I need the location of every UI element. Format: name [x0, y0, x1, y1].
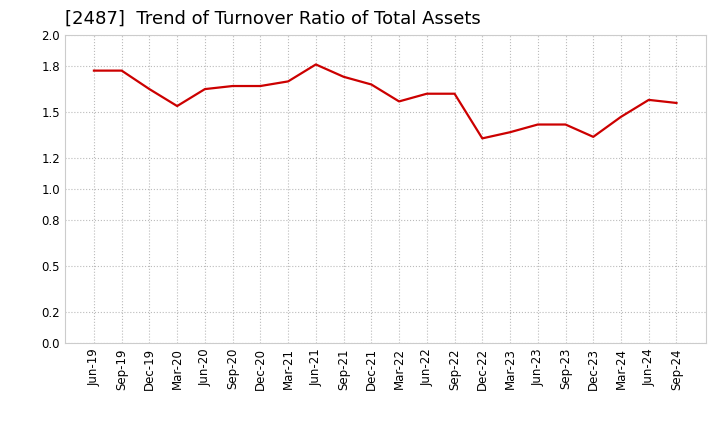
Text: [2487]  Trend of Turnover Ratio of Total Assets: [2487] Trend of Turnover Ratio of Total …: [65, 10, 480, 28]
